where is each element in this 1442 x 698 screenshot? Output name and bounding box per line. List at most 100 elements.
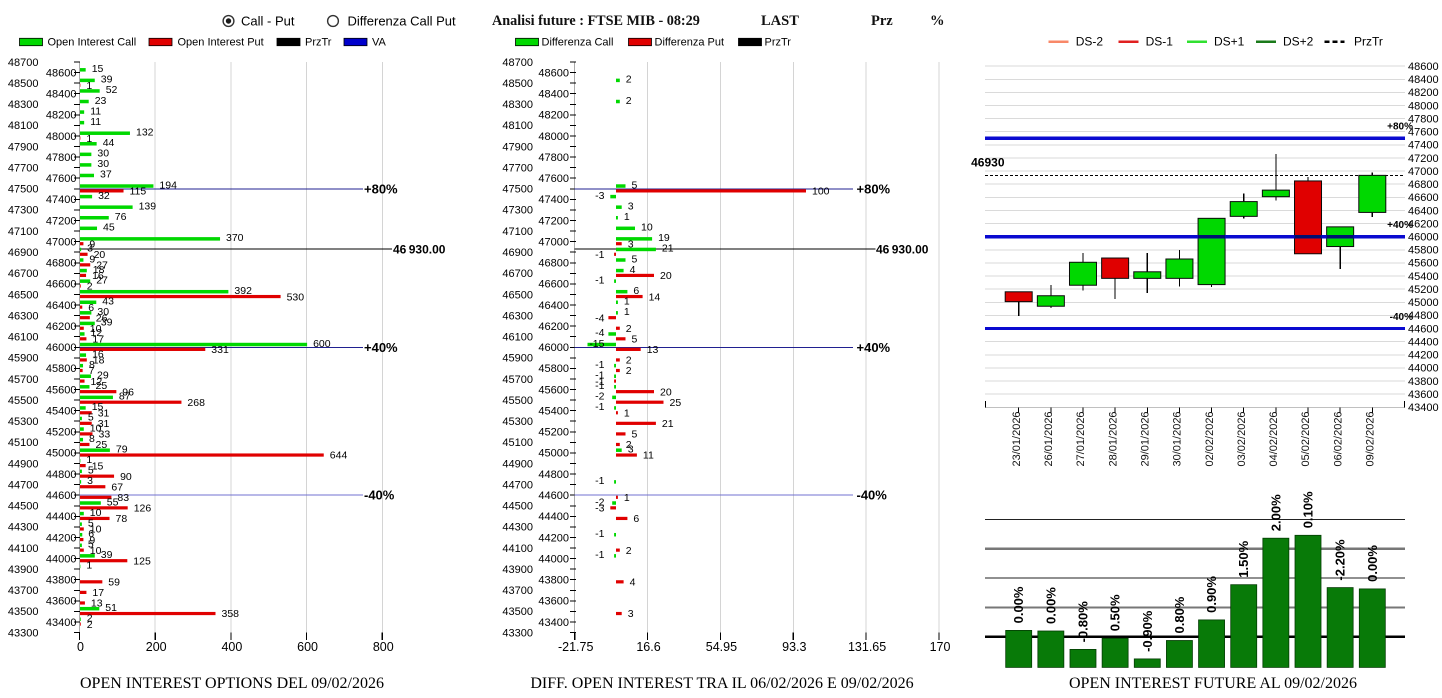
svg-text:7: 7 [89, 365, 95, 377]
svg-text:3: 3 [87, 475, 93, 487]
svg-text:31: 31 [98, 408, 110, 420]
svg-text:48600: 48600 [46, 67, 77, 79]
svg-text:83: 83 [117, 492, 129, 504]
svg-text:45500: 45500 [8, 395, 39, 407]
svg-text:45700: 45700 [502, 374, 533, 386]
svg-text:OPEN INTEREST OPTIONS DEL 09/0: OPEN INTEREST OPTIONS DEL 09/02/2026 [80, 675, 384, 692]
svg-text:46400: 46400 [1408, 205, 1439, 217]
svg-text:47500: 47500 [502, 184, 533, 196]
svg-text:45200: 45200 [1408, 284, 1439, 296]
svg-text:2: 2 [626, 95, 632, 107]
svg-text:-2.20%: -2.20% [1333, 539, 1348, 581]
svg-text:Call - Put: Call - Put [241, 14, 295, 29]
svg-text:200: 200 [146, 640, 167, 654]
svg-text:44000: 44000 [538, 553, 569, 565]
svg-text:20: 20 [660, 386, 672, 398]
svg-text:6: 6 [633, 285, 639, 297]
svg-text:10: 10 [90, 323, 102, 335]
svg-text:04/02/2026: 04/02/2026 [1268, 411, 1280, 466]
svg-text:47700: 47700 [8, 163, 39, 175]
svg-text:48200: 48200 [46, 110, 77, 122]
svg-text:Analisi future : FTSE MIB - 08: Analisi future : FTSE MIB - 08:29 [492, 13, 700, 29]
svg-text:93.3: 93.3 [782, 640, 806, 654]
svg-text:800: 800 [373, 640, 394, 654]
svg-text:47400: 47400 [538, 194, 569, 206]
svg-text:47500: 47500 [8, 184, 39, 196]
svg-text:02/02/2026: 02/02/2026 [1204, 411, 1216, 466]
svg-text:29/01/2026: 29/01/2026 [1140, 411, 1152, 466]
svg-text:45600: 45600 [1408, 258, 1439, 270]
svg-text:100: 100 [812, 186, 830, 198]
svg-text:43300: 43300 [502, 627, 533, 639]
svg-text:12: 12 [91, 327, 103, 339]
svg-text:-40%: -40% [857, 488, 888, 503]
svg-text:44: 44 [103, 137, 115, 149]
svg-text:43600: 43600 [1408, 389, 1439, 401]
svg-text:44200: 44200 [46, 532, 77, 544]
svg-text:39: 39 [101, 74, 113, 86]
svg-text:5: 5 [632, 253, 638, 265]
svg-text:0.00%: 0.00% [1043, 587, 1058, 624]
svg-text:09/02/2026: 09/02/2026 [1365, 411, 1377, 466]
svg-text:-4: -4 [595, 327, 604, 339]
svg-text:47700: 47700 [502, 163, 533, 175]
svg-text:45700: 45700 [8, 374, 39, 386]
svg-text:43800: 43800 [1408, 376, 1439, 388]
svg-text:67: 67 [111, 481, 123, 493]
svg-text:18: 18 [93, 355, 105, 367]
svg-text:44200: 44200 [1408, 350, 1439, 362]
svg-text:5: 5 [88, 539, 94, 551]
svg-text:19: 19 [658, 232, 670, 244]
svg-text:47900: 47900 [8, 141, 39, 153]
svg-text:16: 16 [92, 270, 104, 282]
svg-text:1: 1 [624, 492, 630, 504]
svg-text:47300: 47300 [502, 205, 533, 217]
svg-text:96: 96 [122, 386, 134, 398]
svg-text:37: 37 [100, 169, 112, 181]
svg-text:44100: 44100 [8, 543, 39, 555]
svg-text:-1: -1 [595, 359, 604, 371]
svg-text:55: 55 [107, 496, 119, 508]
svg-text:45800: 45800 [538, 363, 569, 375]
svg-text:2: 2 [87, 281, 93, 293]
svg-text:44000: 44000 [1408, 363, 1439, 375]
svg-text:331: 331 [211, 344, 229, 356]
svg-text:46800: 46800 [1408, 179, 1439, 191]
svg-text:27: 27 [96, 260, 108, 272]
svg-text:47000: 47000 [538, 236, 569, 248]
svg-text:45200: 45200 [538, 427, 569, 439]
svg-text:-40%: -40% [364, 488, 395, 503]
svg-text:3: 3 [628, 200, 634, 212]
svg-text:14: 14 [649, 291, 661, 303]
svg-text:600: 600 [297, 640, 318, 654]
svg-text:0.50%: 0.50% [1108, 594, 1123, 631]
svg-text:17: 17 [92, 334, 104, 346]
svg-text:358: 358 [222, 608, 240, 620]
svg-text:DS-1: DS-1 [1146, 35, 1174, 49]
svg-text:46600: 46600 [46, 279, 77, 291]
svg-text:370: 370 [226, 232, 244, 244]
svg-text:LAST: LAST [761, 13, 799, 29]
svg-text:0.00%: 0.00% [1011, 586, 1026, 623]
svg-text:21: 21 [662, 243, 674, 255]
svg-text:25: 25 [96, 380, 108, 392]
svg-text:20: 20 [94, 249, 106, 261]
svg-text:2: 2 [626, 355, 632, 367]
svg-text:-1: -1 [595, 549, 604, 561]
svg-text:43900: 43900 [502, 564, 533, 576]
svg-text:-1: -1 [595, 274, 604, 286]
svg-text:126: 126 [134, 503, 152, 515]
svg-text:45400: 45400 [46, 406, 77, 418]
svg-text:45100: 45100 [8, 437, 39, 449]
svg-text:-0.80%: -0.80% [1076, 601, 1091, 643]
svg-text:-4: -4 [595, 312, 604, 324]
svg-text:45000: 45000 [1408, 297, 1439, 309]
svg-text:11: 11 [643, 450, 654, 462]
svg-text:1: 1 [86, 454, 92, 466]
svg-text:44100: 44100 [502, 543, 533, 555]
svg-text:46900: 46900 [502, 247, 533, 259]
svg-text:46100: 46100 [502, 332, 533, 344]
svg-text:47200: 47200 [46, 215, 77, 227]
svg-text:43400: 43400 [46, 617, 77, 629]
svg-text:6: 6 [88, 528, 94, 540]
